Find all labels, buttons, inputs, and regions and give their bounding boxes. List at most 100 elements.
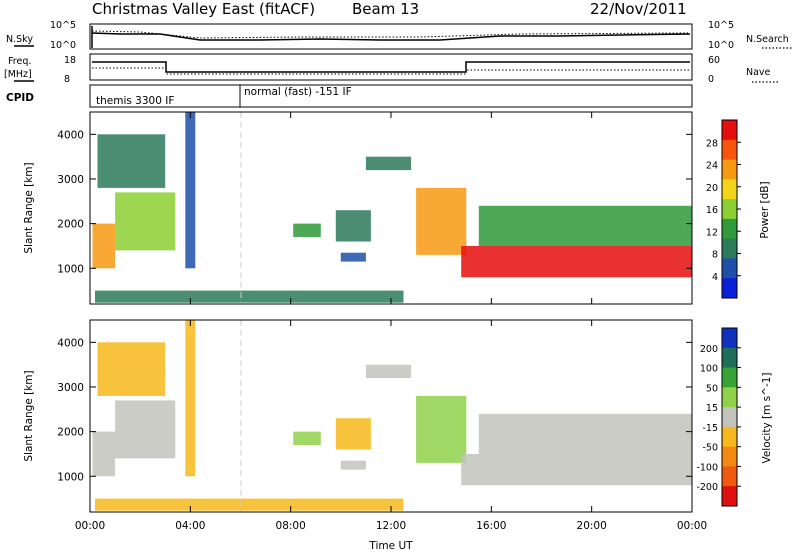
power-region-6 <box>335 210 371 242</box>
velocity-ytick-label-2: 3000 <box>57 382 84 394</box>
power-ytick-label-1: 2000 <box>57 219 84 231</box>
power-colorbar-tick-6: 4 <box>712 272 718 283</box>
power-colorbar-tick-5: 8 <box>712 250 718 261</box>
velocity-region-7 <box>340 460 366 470</box>
power-colorbar-tick-3: 16 <box>706 205 718 216</box>
power-region-2 <box>97 134 166 188</box>
power-colorbar-tick-4: 12 <box>706 227 718 238</box>
xtick-label-2: 08:00 <box>276 520 306 532</box>
velocity-region-6 <box>335 418 371 450</box>
velocity-colorbar-tick-4: -15 <box>702 423 718 434</box>
velocity-region-11 <box>478 413 692 454</box>
velocity-colorbar-cell-0 <box>722 328 737 349</box>
velocity-colorbar-tick-1: 100 <box>700 364 718 375</box>
station-title: Christmas Valley East (fitACF) <box>92 0 315 18</box>
velocity-colorbar-tick-3: 15 <box>706 403 718 414</box>
power-colorbar-tick-0: 28 <box>706 138 718 149</box>
nsky-tick-top: 10^5 <box>50 20 76 31</box>
power-region-9 <box>416 187 467 255</box>
power-region-11 <box>478 205 692 246</box>
power-heatmap <box>92 112 692 303</box>
velocity-colorbar-tick-6: -100 <box>696 462 718 473</box>
power-colorbar-tick-1: 24 <box>706 161 718 172</box>
velocity-colorbar-cell-3 <box>722 387 737 408</box>
power-colorbar-label: Power [dB] <box>759 181 771 238</box>
power-region-8 <box>365 156 412 171</box>
power-y-axis: 1000 2000 3000 4000 <box>57 129 692 275</box>
xtick-label-1: 04:00 <box>175 520 205 532</box>
xtick-label-4: 16:00 <box>476 520 506 532</box>
nsearch-label: N.Search <box>746 34 789 45</box>
power-ytick-label-0: 1000 <box>57 263 84 275</box>
freq-tick-bottom: 8 <box>64 74 70 85</box>
velocity-colorbar-label: Velocity [m s^-1] <box>761 372 773 463</box>
nsky-trace <box>91 32 691 41</box>
velocity-colorbar-cell-4 <box>722 407 737 428</box>
power-region-1 <box>115 192 176 251</box>
nsearch-trace <box>91 30 691 39</box>
velocity-colorbar-cell-1 <box>722 347 737 369</box>
velocity-y-label: Slant Range [km] <box>23 370 35 461</box>
cpid-label: CPID <box>6 92 34 104</box>
freq-trace <box>92 61 690 73</box>
power-region-3 <box>185 112 196 269</box>
velocity-colorbar-tick-5: -50 <box>702 443 718 454</box>
velocity-heatmap <box>92 320 692 511</box>
nave-label: Nave <box>746 67 771 78</box>
velocity-region-10 <box>461 454 692 486</box>
xtick-label-5: 20:00 <box>577 520 607 532</box>
velocity-colorbar-tick-2: 50 <box>706 383 718 394</box>
power-colorbar-cell-8 <box>722 278 737 299</box>
velocity-region-9 <box>416 395 467 463</box>
velocity-ytick-label-3: 4000 <box>57 337 84 349</box>
velocity-colorbar-cell-6 <box>722 446 737 467</box>
freq-unit: [MHz] <box>4 69 32 80</box>
power-colorbar-cell-5 <box>722 218 737 240</box>
velocity-x-axis: 00:00 04:00 08:00 12:00 16:00 20:00 00:00 <box>75 320 707 532</box>
velocity-colorbar-cell-8 <box>722 486 737 507</box>
cpid-panel-frame <box>89 84 693 108</box>
power-colorbar: 28 24 20 16 12 8 4 Power [dB] <box>706 119 771 299</box>
velocity-colorbar-frame <box>721 327 738 507</box>
date-title: 22/Nov/2011 <box>590 0 687 18</box>
velocity-region-0 <box>92 431 116 477</box>
velocity-colorbar-tick-0: 200 <box>700 344 718 355</box>
power-colorbar-cell-0 <box>722 120 737 141</box>
nave-trace <box>92 67 690 75</box>
velocity-region-2 <box>97 342 166 396</box>
velocity-colorbar-cell-2 <box>722 367 737 388</box>
velocity-region-5 <box>293 431 321 445</box>
velocity-colorbar-cell-5 <box>722 426 737 448</box>
velocity-colorbar-cell-7 <box>722 466 737 487</box>
cpid-segment-1: themis 3300 IF <box>96 95 174 107</box>
power-colorbar-tick-2: 20 <box>706 183 718 194</box>
power-region-5 <box>293 223 321 237</box>
velocity-y-axis: 1000 2000 3000 4000 <box>57 337 692 483</box>
power-colorbar-cell-7 <box>722 258 737 279</box>
freq-label: Freq. <box>8 56 31 67</box>
power-colorbar-cell-1 <box>722 139 737 161</box>
freq-tick-top: 18 <box>64 55 76 66</box>
nsky-label: N.Sky <box>6 34 33 45</box>
nave-tick-top: 60 <box>708 55 720 66</box>
power-ytick-label-2: 3000 <box>57 174 84 186</box>
power-x-ticks <box>89 112 693 304</box>
velocity-colorbar-tick-7: -200 <box>696 482 718 493</box>
power-ytick-label-3: 4000 <box>57 129 84 141</box>
nave-tick-bottom: 0 <box>708 74 714 85</box>
cpid-segment-2: normal (fast) -151 IF <box>244 86 352 98</box>
xtick-label-0: 00:00 <box>75 520 105 532</box>
power-colorbar-cell-3 <box>722 179 737 200</box>
nsky-tick-bottom: 10^0 <box>50 40 76 51</box>
nsearch-tick-top: 10^5 <box>708 20 734 31</box>
xtick-label-3: 12:00 <box>376 520 406 532</box>
power-y-label: Slant Range [km] <box>23 162 35 253</box>
velocity-region-3 <box>185 320 196 477</box>
velocity-region-1 <box>115 400 176 459</box>
power-colorbar-cell-4 <box>722 199 737 220</box>
velocity-colorbar: 200 100 50 15 -15 -50 -100 -200 Velocity [m s^-… <box>696 327 773 507</box>
freq-panel-frame <box>89 53 693 81</box>
power-colorbar-cell-2 <box>722 159 737 180</box>
